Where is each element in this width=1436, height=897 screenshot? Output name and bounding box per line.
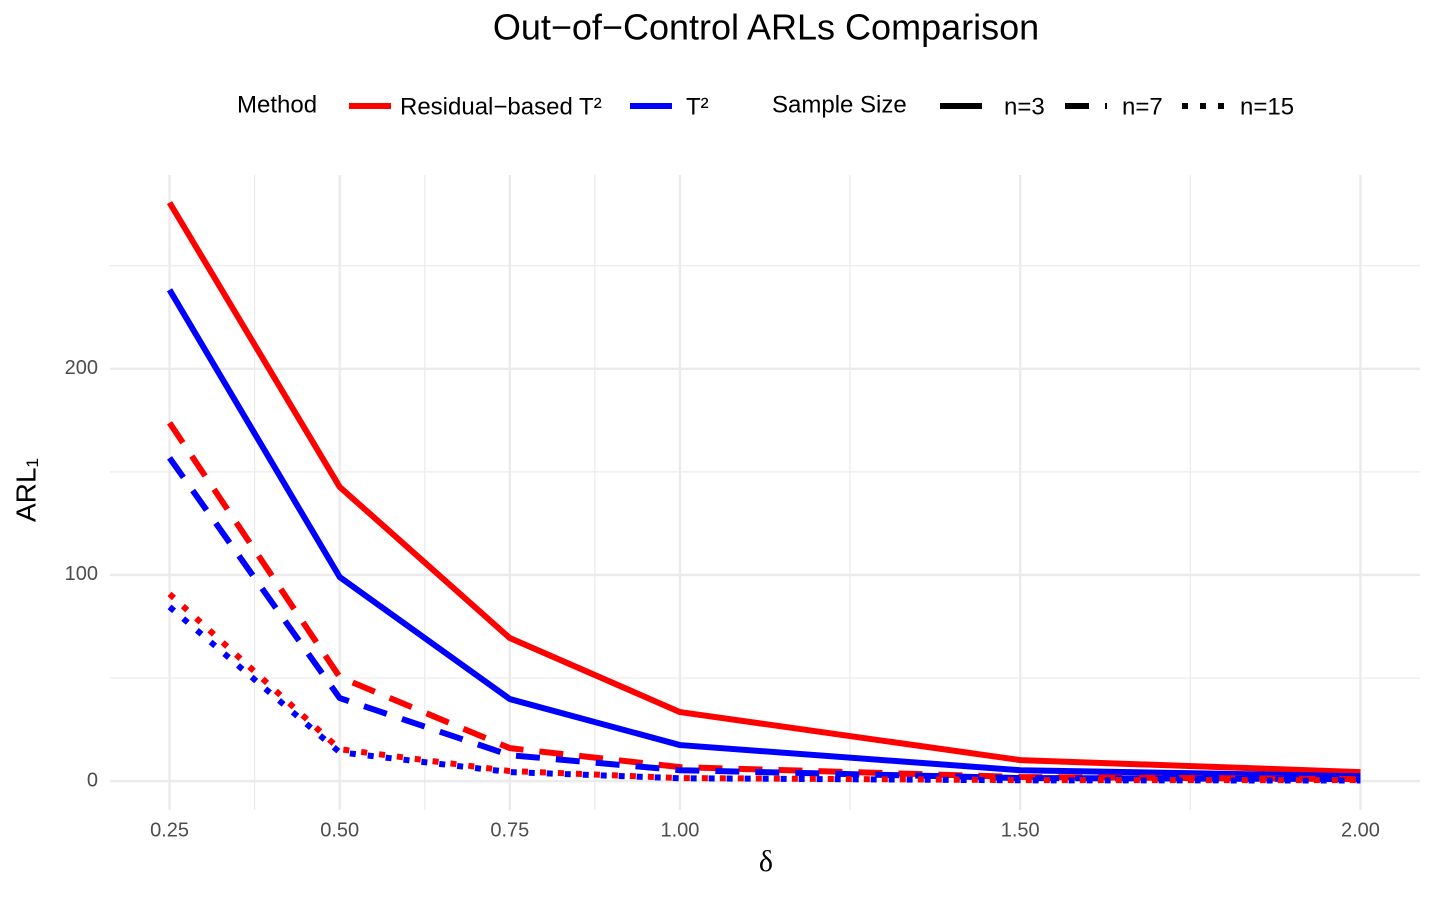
y-tick-label: 0 bbox=[87, 769, 98, 791]
x-axis-label: δ bbox=[759, 845, 773, 878]
chart-title: Out−of−Control ARLs Comparison bbox=[493, 7, 1039, 48]
line-series bbox=[166, 201, 1361, 776]
line-series bbox=[167, 591, 1361, 784]
x-tick-label: 0.75 bbox=[490, 819, 529, 841]
x-tick-label: 0.25 bbox=[150, 819, 189, 841]
legend-label: T² bbox=[686, 93, 709, 120]
y-tick-label: 200 bbox=[65, 357, 98, 379]
y-tick-label: 100 bbox=[65, 563, 98, 585]
legend-title: Method bbox=[237, 91, 317, 118]
legend-title: Sample Size bbox=[772, 91, 907, 118]
legend-label: Residual−based T² bbox=[400, 93, 602, 120]
legend-label: n=3 bbox=[1004, 93, 1045, 120]
y-axis-label: ARL₁ bbox=[10, 458, 41, 522]
legend-label: n=15 bbox=[1240, 93, 1294, 120]
line-series bbox=[167, 604, 1361, 784]
x-tick-label: 2.00 bbox=[1341, 819, 1380, 841]
line-series bbox=[167, 456, 1361, 783]
x-tick-label: 0.50 bbox=[320, 819, 359, 841]
line-series bbox=[166, 288, 1361, 780]
x-tick-label: 1.00 bbox=[660, 819, 699, 841]
legend-label: n=7 bbox=[1122, 93, 1163, 120]
x-tick-label: 1.50 bbox=[1001, 819, 1040, 841]
